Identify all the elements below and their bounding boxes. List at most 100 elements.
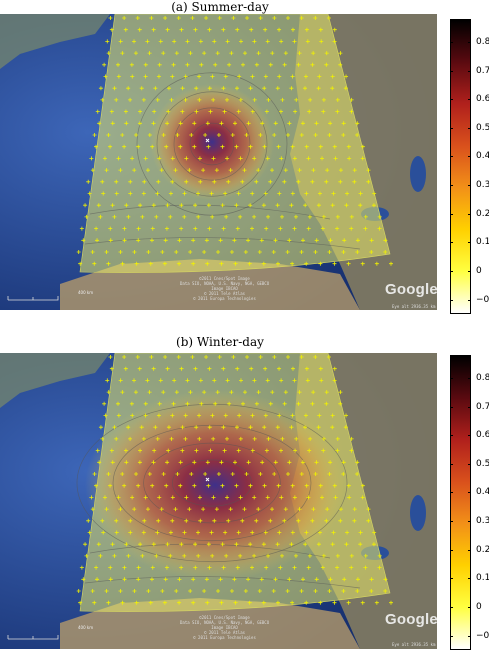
- grid-point-marker: [300, 238, 305, 243]
- grid-point-marker: [157, 62, 162, 67]
- grid-point-marker: [335, 436, 340, 441]
- grid-point-marker: [230, 472, 235, 476]
- grid-point-marker: [143, 495, 148, 500]
- winter-day-panel: (b) Winter-day Google ©2011 Cnes/Spot Im…: [0, 324, 489, 650]
- grid-point-marker: [153, 425, 158, 430]
- grid-point-marker: [355, 121, 360, 126]
- grid-point-marker: [139, 425, 144, 430]
- grid-point-marker: [133, 51, 138, 56]
- grid-point-marker: [287, 238, 292, 243]
- grid-point-marker: [100, 518, 105, 523]
- grid-point-marker: [278, 565, 283, 570]
- grid-point-marker: [371, 203, 376, 208]
- grid-point-marker: [326, 355, 331, 359]
- grid-point-marker: [289, 425, 294, 430]
- colorbar-tick-mark: [468, 607, 471, 609]
- grid-point-marker: [172, 39, 177, 44]
- google-logo: Google: [385, 611, 437, 628]
- grid-point-marker: [307, 109, 312, 114]
- grid-point-marker: [96, 542, 101, 547]
- greenland-landmass: [0, 353, 110, 408]
- grid-point-marker: [191, 261, 196, 266]
- grid-point-marker: [201, 507, 206, 512]
- scale-label: 400 km: [78, 625, 94, 630]
- grid-point-marker: [106, 600, 111, 605]
- colorbar-tick-label: 0.6: [476, 430, 489, 441]
- grid-point-marker: [238, 214, 243, 219]
- grid-point-marker: [165, 203, 170, 208]
- grid-point-marker: [247, 600, 252, 605]
- grid-point-marker: [266, 97, 271, 102]
- grid-point-marker: [240, 401, 245, 406]
- grid-point-marker: [268, 179, 273, 184]
- grid-point-marker: [313, 250, 318, 254]
- colorbar-tick-mark: [450, 463, 453, 465]
- grid-point-marker: [341, 589, 346, 593]
- grid-point-marker: [320, 156, 325, 161]
- grid-point-marker: [349, 448, 354, 453]
- grid-point-marker: [123, 109, 128, 114]
- grid-point-marker: [242, 507, 247, 512]
- grid-point-marker: [342, 238, 347, 243]
- grid-point-marker: [238, 156, 243, 161]
- grid-point-marker: [174, 390, 179, 395]
- grid-point-marker: [202, 51, 207, 56]
- grid-point-marker: [118, 39, 123, 44]
- grid-point-marker: [311, 51, 316, 56]
- grid-point-marker: [256, 390, 261, 395]
- grid-point-marker: [221, 565, 226, 570]
- grid-point-marker: [327, 472, 332, 476]
- grid-point-marker: [132, 589, 137, 593]
- grid-point-marker: [78, 261, 83, 266]
- colorbar-tick-mark: [450, 242, 453, 244]
- colorbar-tick-mark: [450, 377, 453, 379]
- grid-point-marker: [112, 214, 117, 219]
- grid-point-marker: [374, 600, 379, 605]
- contour-ring: [173, 107, 251, 181]
- grid-point-marker: [206, 483, 211, 488]
- grid-point-marker: [285, 16, 290, 20]
- caspian-sea: [410, 156, 426, 192]
- grid-point-marker: [262, 483, 267, 488]
- grid-point-marker: [105, 378, 110, 383]
- grid-point-marker: [221, 366, 226, 371]
- grid-point-marker: [303, 542, 308, 547]
- grid-point-marker: [317, 530, 322, 535]
- grid-point-marker: [180, 425, 185, 430]
- grid-point-marker: [217, 355, 222, 359]
- map-svg: [0, 14, 437, 310]
- grid-point-marker: [104, 589, 109, 593]
- grid-point-marker: [215, 51, 220, 56]
- grid-point-marker: [286, 133, 291, 137]
- grid-point-marker: [292, 156, 297, 161]
- grid-point-marker: [303, 413, 308, 418]
- grid-point-marker: [95, 577, 100, 582]
- contour-ring: [156, 91, 268, 197]
- grid-point-marker: [349, 436, 354, 441]
- grid-point-marker: [290, 144, 295, 149]
- grid-point-marker: [173, 507, 178, 512]
- grid-point-marker: [172, 378, 177, 383]
- google-logo: Google: [385, 281, 437, 298]
- grid-point-marker: [248, 542, 253, 547]
- grid-point-marker: [105, 39, 110, 44]
- grid-point-marker: [236, 448, 241, 453]
- grid-point-marker: [249, 565, 254, 570]
- grid-point-marker: [275, 261, 280, 266]
- grid-point-marker: [130, 413, 135, 418]
- grid-point-marker: [234, 144, 239, 149]
- grid-point-marker: [366, 168, 371, 173]
- grid-point-marker: [191, 238, 196, 243]
- grid-point-marker: [163, 238, 168, 243]
- grid-point-marker: [259, 238, 264, 243]
- contour-lines: [76, 403, 361, 589]
- grid-point-marker: [252, 214, 257, 219]
- grid-point-marker: [304, 366, 309, 371]
- grid-point-marker: [245, 355, 250, 359]
- grid-point-marker: [287, 121, 292, 126]
- grid-point-marker: [262, 425, 267, 430]
- grid-point-marker: [146, 250, 151, 254]
- grid-point-marker: [179, 565, 184, 570]
- grid-point-marker: [223, 413, 228, 418]
- grid-point-marker: [210, 214, 215, 219]
